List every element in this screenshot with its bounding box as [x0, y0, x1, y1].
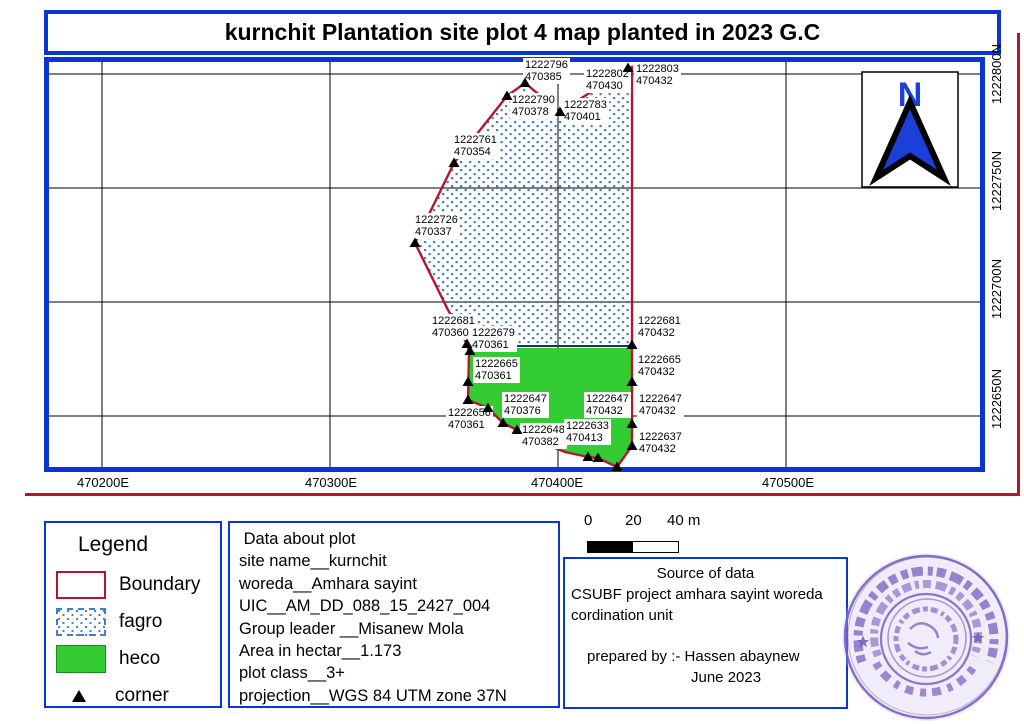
plot-info-group-leader: Group leader __Misanew Mola	[239, 618, 549, 640]
northing-axis-label: 1222750N	[989, 151, 1004, 211]
legend-item-fagro: fagro	[56, 606, 210, 637]
plot-info-site-name: site name__kurnchit	[239, 550, 549, 572]
scalebar-tick-0: 0	[584, 512, 592, 529]
scalebar	[587, 541, 679, 553]
easting-axis-label: 470500E	[762, 475, 814, 490]
scalebar-tick-20: 20	[625, 512, 642, 529]
fagro-swatch	[56, 608, 106, 636]
legend-label-corner: corner	[115, 685, 169, 707]
plot-info-woreda: woreda__Amhara sayint	[239, 573, 549, 595]
scalebar-segment-empty	[633, 542, 678, 552]
plot-info-box: Data about plot site name__kurnchit wore…	[228, 521, 560, 708]
plot-info-area: Area in hectar__1.173	[239, 640, 549, 662]
legend-label-heco: heco	[119, 648, 160, 670]
corner-icon	[72, 690, 86, 702]
legend-item-boundary: Boundary	[56, 569, 210, 600]
plot-info-uic: UIC__AM_DD_088_15_2427_004	[239, 595, 549, 617]
easting-axis-label: 470200E	[77, 475, 129, 490]
map-sheet: N kurnchit Plantation site plot 4 map pl…	[0, 0, 1024, 724]
map-frame	[44, 57, 985, 472]
source-date: June 2023	[691, 667, 840, 688]
legend-label-fagro: fagro	[119, 611, 162, 633]
source-line-1: CSUBF project amhara sayint woreda	[571, 584, 840, 605]
map-title: kurnchit Plantation site plot 4 map plan…	[225, 19, 821, 46]
legend-item-heco: heco	[56, 643, 210, 674]
legend-label-boundary: Boundary	[119, 574, 200, 596]
plot-info-heading: Data about plot	[239, 528, 549, 550]
source-prepared-by: prepared by :- Hassen abaynew	[587, 646, 840, 667]
official-stamp	[840, 551, 1012, 723]
scalebar-segment-filled	[588, 542, 633, 552]
northing-axis-label: 1222650N	[989, 369, 1004, 429]
source-title: Source of data	[571, 563, 840, 584]
title-bar: kurnchit Plantation site plot 4 map plan…	[44, 10, 1001, 55]
boundary-swatch	[56, 571, 106, 599]
plot-info-plot-class: plot class__3+	[239, 662, 549, 684]
page-border-right	[1017, 33, 1020, 493]
northing-axis-label: 1222700N	[989, 259, 1004, 319]
plot-info-projection: projection__WGS 84 UTM zone 37N	[239, 685, 549, 707]
easting-axis-label: 470400E	[531, 475, 583, 490]
legend: Legend Boundary fagro heco corner	[44, 521, 222, 708]
page-divider-line	[25, 493, 1020, 496]
heco-swatch	[56, 645, 106, 673]
scalebar-tick-40: 40 m	[667, 512, 700, 529]
legend-item-corner: corner	[56, 680, 210, 711]
source-box: Source of data CSUBF project amhara sayi…	[563, 557, 848, 709]
legend-title: Legend	[78, 533, 210, 557]
easting-axis-label: 470300E	[305, 475, 357, 490]
source-line-2: cordination unit	[571, 605, 840, 626]
